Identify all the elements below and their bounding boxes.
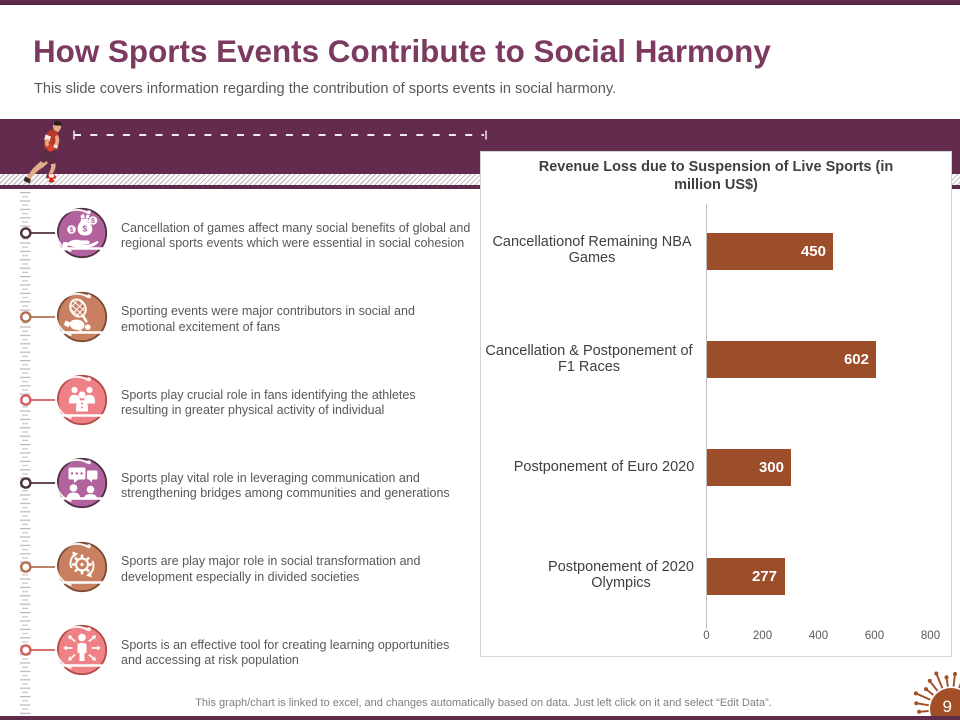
svg-text:$: $ bbox=[83, 224, 88, 234]
svg-text:$: $ bbox=[91, 218, 95, 225]
svg-text:9: 9 bbox=[943, 697, 952, 716]
svg-text:$: $ bbox=[70, 227, 74, 234]
